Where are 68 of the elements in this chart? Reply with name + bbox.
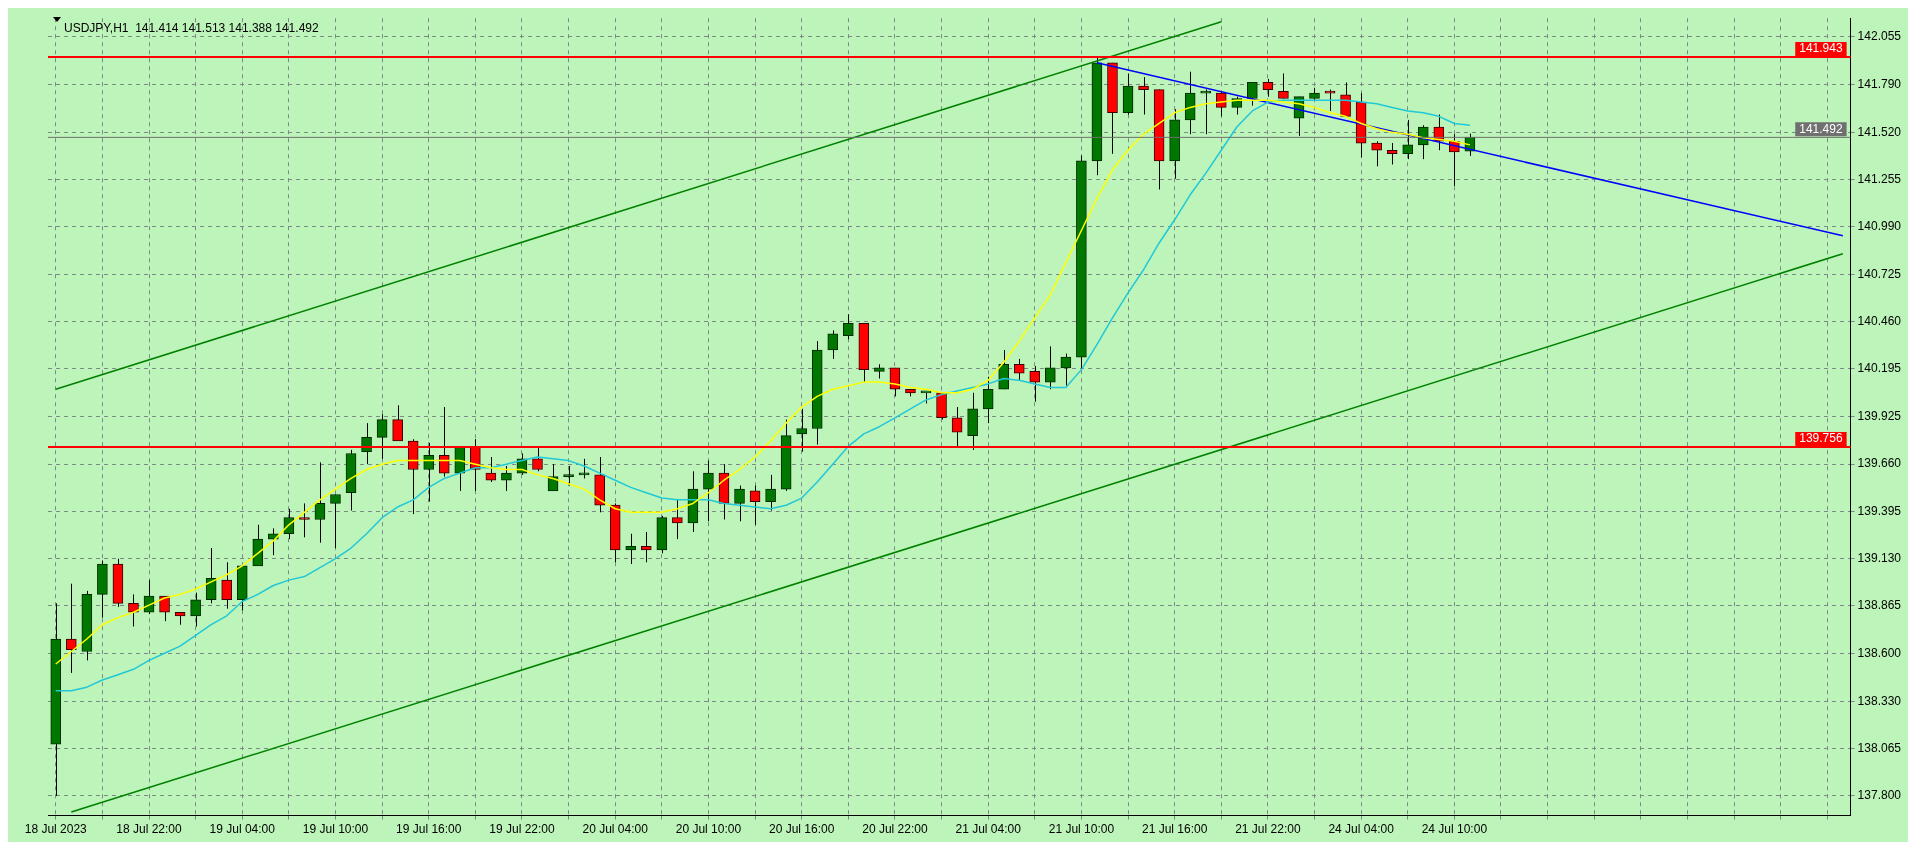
ref-line-label: 141.492 — [1799, 121, 1843, 136]
candlestick — [1278, 73, 1289, 99]
candlestick — [1044, 345, 1056, 390]
y-tick-label: 138.065 — [1857, 741, 1902, 756]
candlestick — [796, 408, 808, 453]
x-tick-label: 19 Jul 16:00 — [396, 822, 462, 837]
candlestick — [159, 595, 170, 622]
y-tick-label: 141.520 — [1857, 124, 1902, 139]
candlestick — [65, 583, 77, 674]
y-tick-label: 141.255 — [1857, 171, 1902, 186]
y-tick-label: 139.925 — [1857, 409, 1902, 424]
x-tick-label: 20 Jul 10:00 — [675, 822, 742, 837]
candlestick — [392, 404, 403, 442]
ref-line-label: 141.943 — [1799, 41, 1843, 56]
y-tick-label: 140.460 — [1857, 313, 1902, 328]
y-tick-label: 138.330 — [1857, 693, 1902, 708]
x-tick-label: 24 Jul 04:00 — [1328, 822, 1395, 837]
x-tick-label: 20 Jul 16:00 — [768, 822, 835, 837]
x-tick-label: 19 Jul 04:00 — [209, 822, 276, 837]
candlestick — [1371, 140, 1382, 167]
candlestick — [827, 329, 839, 360]
candlestick — [563, 465, 574, 487]
candlestick — [1402, 119, 1414, 160]
chart-title: USDJPY,H1 141.414 141.513 141.388 141.492 — [64, 20, 319, 35]
candlestick — [221, 561, 233, 610]
x-tick-label: 20 Jul 22:00 — [862, 822, 928, 837]
candlestick — [330, 494, 341, 549]
candlestick — [190, 592, 201, 628]
candlestick — [1386, 142, 1398, 165]
y-tick-label: 139.130 — [1857, 551, 1902, 566]
candlestick — [982, 376, 994, 424]
candlestick — [765, 474, 776, 512]
candlestick — [703, 460, 714, 522]
x-tick-label: 21 Jul 22:00 — [1235, 822, 1301, 837]
y-tick-label: 140.195 — [1857, 361, 1902, 376]
candlestick — [640, 531, 652, 563]
candlestick — [1029, 365, 1041, 403]
y-tick-label: 138.600 — [1857, 645, 1902, 660]
candlestick — [128, 593, 139, 628]
y-tick-label: 141.790 — [1857, 76, 1902, 91]
x-tick-label: 19 Jul 10:00 — [302, 822, 369, 837]
ref-line-label: 139.756 — [1799, 431, 1843, 446]
x-tick-label: 21 Jul 10:00 — [1048, 822, 1115, 837]
candlestick — [501, 465, 512, 492]
x-tick-label: 24 Jul 10:00 — [1421, 822, 1488, 837]
candlestick — [485, 456, 497, 483]
y-tick-label: 140.990 — [1857, 219, 1902, 234]
candlestick — [423, 442, 435, 503]
candlestick — [936, 392, 947, 421]
y-tick-label: 139.660 — [1857, 456, 1902, 471]
y-tick-label: 138.865 — [1857, 598, 1902, 613]
x-tick-label: 21 Jul 04:00 — [955, 822, 1022, 837]
candlestick — [1138, 76, 1149, 116]
x-tick-label: 21 Jul 16:00 — [1141, 822, 1208, 837]
y-tick-label: 140.725 — [1857, 266, 1902, 281]
x-tick-label: 18 Jul 22:00 — [116, 822, 183, 837]
x-tick-label: 20 Jul 04:00 — [582, 822, 649, 837]
candlestick — [314, 461, 326, 544]
candlestick — [672, 499, 683, 540]
y-tick-label: 142.055 — [1857, 29, 1902, 44]
candlestick — [1013, 358, 1025, 381]
y-tick-label: 139.395 — [1857, 503, 1902, 518]
candlestick — [734, 485, 745, 522]
candlestick — [376, 413, 388, 460]
x-tick-label: 18 Jul 2023 — [24, 822, 88, 837]
y-tick-label: 137.800 — [1857, 788, 1902, 803]
candlestick — [625, 533, 637, 565]
x-tick-label: 19 Jul 22:00 — [489, 822, 555, 837]
